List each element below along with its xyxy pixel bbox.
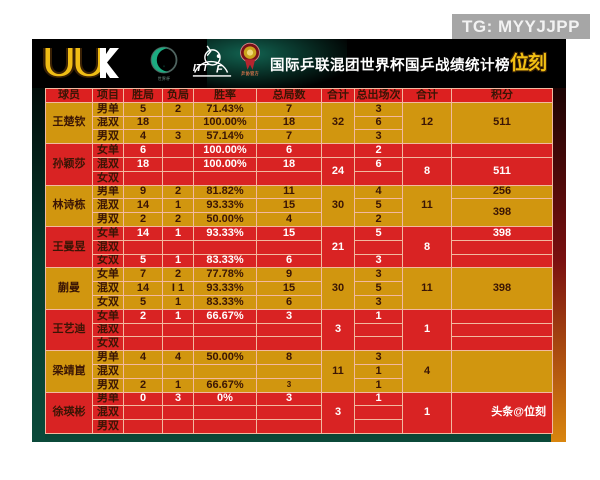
svg-text:ITT: ITT — [193, 63, 209, 74]
svg-text:F: F — [216, 64, 224, 76]
